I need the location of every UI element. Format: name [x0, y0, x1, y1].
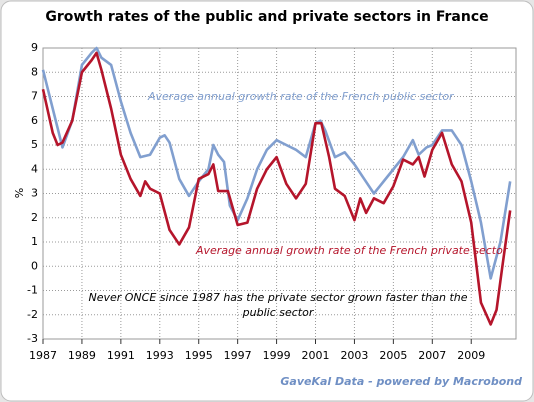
- x-tick-label: 1999: [263, 349, 291, 362]
- y-axis-label: %: [13, 188, 26, 198]
- x-tick-label: 2005: [379, 349, 407, 362]
- series-line: [41, 46, 512, 280]
- x-tick-label: 1991: [107, 349, 135, 362]
- x-tick-label: 1989: [68, 349, 96, 362]
- x-tick-label: 1997: [224, 349, 252, 362]
- x-tick-label: 1993: [146, 349, 174, 362]
- series-line: [41, 51, 512, 326]
- y-tick-label: 3: [31, 187, 38, 200]
- chart-title: Growth rates of the public and private s…: [45, 9, 488, 25]
- x-tick-label: 1995: [185, 349, 213, 362]
- annotation: Average annual growth rate of the French…: [147, 90, 455, 103]
- y-tick-label: 5: [31, 138, 38, 151]
- y-tick-label: 9: [31, 41, 38, 54]
- annotation: public sector: [242, 306, 315, 319]
- annotation: Average annual growth rate of the French…: [195, 244, 509, 257]
- y-tick-label: -3: [27, 332, 38, 345]
- x-tick-label: 2001: [302, 349, 330, 362]
- y-tick-label: 8: [31, 65, 38, 78]
- x-tick-label: 2009: [457, 349, 485, 362]
- annotation: Never ONCE since 1987 has the private se…: [88, 291, 467, 304]
- y-tick-label: -1: [27, 284, 38, 297]
- y-tick-label: -2: [27, 308, 38, 321]
- x-tick-label: 1987: [29, 349, 57, 362]
- y-tick-label: 7: [31, 90, 38, 103]
- source: GaveKal Data - powered by Macrobond: [280, 375, 522, 388]
- x-tick-label: 2003: [340, 349, 368, 362]
- y-tick-label: 4: [31, 162, 38, 175]
- y-tick-label: 6: [31, 114, 38, 127]
- y-tick-label: 2: [31, 211, 38, 224]
- y-tick-label: 0: [31, 259, 38, 272]
- y-tick-label: 1: [31, 235, 38, 248]
- x-tick-label: 2007: [418, 349, 446, 362]
